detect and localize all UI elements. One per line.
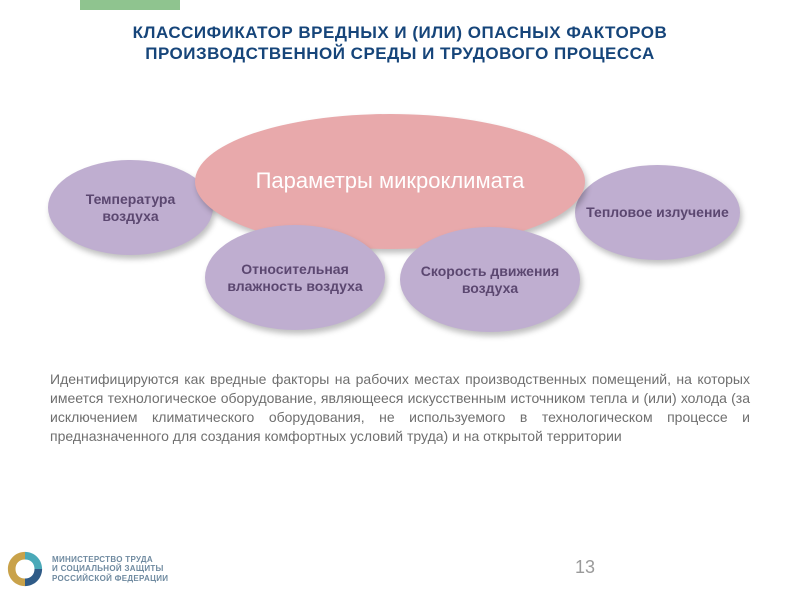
node-label: Параметры микроклимата (256, 168, 525, 194)
footer-line-3: РОССИЙСКОЙ ФЕДЕРАЦИИ (52, 574, 168, 584)
node-humidity: Относитель­ная влажность воздуха (205, 225, 385, 330)
ministry-logo-icon (6, 550, 44, 588)
page-title: КЛАССИФИКАТОР ВРЕДНЫХ И (ИЛИ) ОПАСНЫХ ФА… (50, 22, 750, 65)
node-radiation: Тепловое излучение (575, 165, 740, 260)
page-number: 13 (575, 557, 595, 578)
node-label: Темпера­ту­ра воздуха (59, 191, 202, 225)
node-label: Относитель­ная влажность воздуха (216, 261, 374, 295)
header-accent-bar (80, 0, 180, 10)
body-paragraph: Идентифицируются как вредные факторы на … (50, 370, 750, 446)
node-label: Скорость движения воздуха (411, 263, 569, 297)
footer-ministry-text: МИНИСТЕРСТВО ТРУДА И СОЦИАЛЬНОЙ ЗАЩИТЫ Р… (52, 555, 168, 584)
node-label: Тепловое излучение (586, 204, 729, 221)
node-temp: Темпера­ту­ра воздуха (48, 160, 213, 255)
footer-line-1: МИНИСТЕРСТВО ТРУДА (52, 555, 168, 565)
footer: МИНИСТЕРСТВО ТРУДА И СОЦИАЛЬНОЙ ЗАЩИТЫ Р… (6, 550, 168, 588)
microclimate-diagram: Параметры микроклимата Темпера­ту­ра возд… (0, 105, 800, 345)
node-speed: Скорость движения воздуха (400, 227, 580, 332)
node-center: Параметры микроклимата (195, 114, 585, 249)
footer-line-2: И СОЦИАЛЬНОЙ ЗАЩИТЫ (52, 564, 168, 574)
